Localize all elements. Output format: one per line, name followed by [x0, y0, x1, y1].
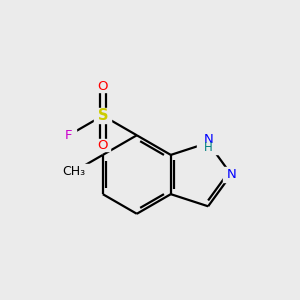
- Bar: [94, 108, 111, 123]
- Text: N: N: [203, 133, 213, 146]
- Bar: [223, 167, 240, 182]
- Text: F: F: [65, 129, 73, 142]
- Text: O: O: [98, 139, 108, 152]
- Bar: [61, 129, 76, 141]
- Text: S: S: [98, 108, 108, 123]
- Text: N: N: [226, 168, 236, 181]
- Text: O: O: [98, 80, 108, 93]
- Bar: [95, 139, 110, 151]
- Text: CH₃: CH₃: [62, 165, 86, 178]
- Text: H: H: [204, 141, 212, 154]
- Bar: [95, 80, 110, 92]
- Bar: [197, 132, 219, 154]
- Bar: [58, 164, 90, 179]
